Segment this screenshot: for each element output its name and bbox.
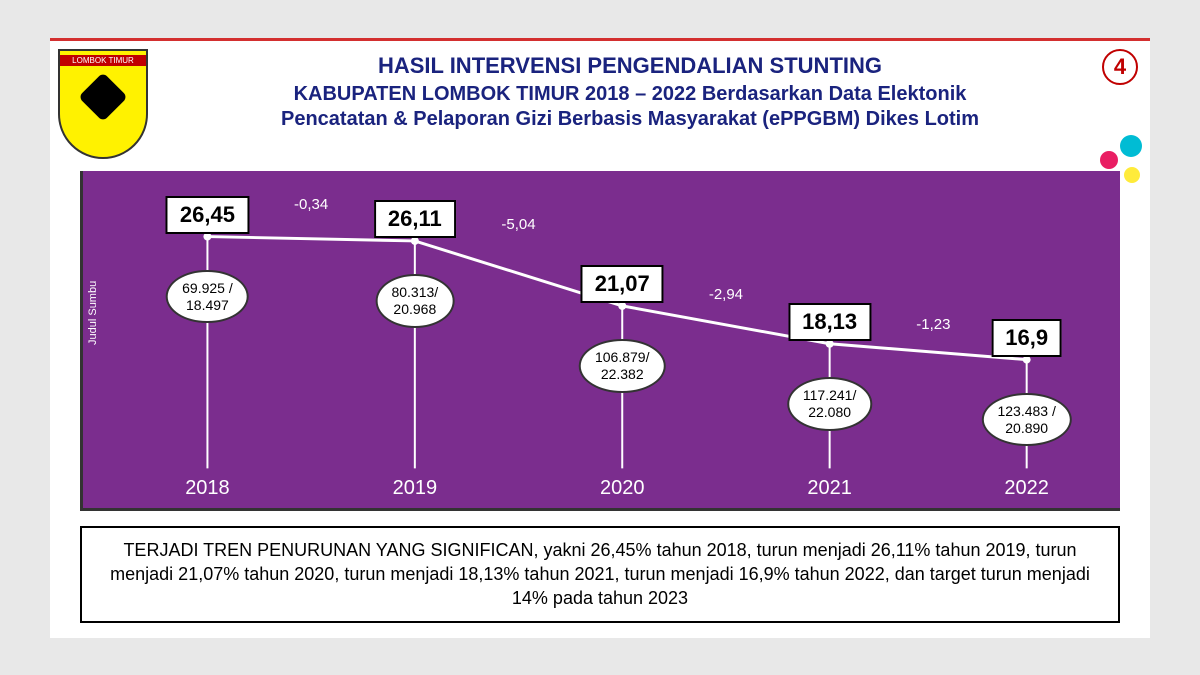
year-label: 2022 [1004, 477, 1049, 500]
title-line-1: HASIL INTERVENSI PENGENDALIAN STUNTING [170, 53, 1090, 79]
data-point-value: 26,11 [374, 200, 456, 238]
logo-emblem [78, 72, 128, 122]
data-point-ratio: 69.925 /18.497 [166, 270, 249, 324]
delta-label: -0,34 [294, 196, 328, 213]
delta-label: -1,23 [916, 316, 950, 333]
chart-area: Judul Sumbu -0,34-5,04-2,94-1,23 26,4569… [80, 171, 1120, 511]
title-line-3: Pencatatan & Pelaporan Gizi Berbasis Mas… [170, 108, 1090, 131]
page-number: 4 [1114, 54, 1126, 80]
value-box: 16,9 [991, 319, 1062, 357]
value-box: 26,11 [374, 200, 456, 238]
caption-text: TERJADI TREN PENURUNAN YANG SIGNIFICAN, … [110, 540, 1090, 609]
data-point-value: 26,45 [166, 196, 249, 234]
data-point-value: 21,07 [581, 265, 664, 303]
data-point-ratio: 106.879/22.382 [579, 339, 666, 393]
ratio-oval: 80.313/20.968 [375, 274, 454, 328]
x-axis-year: 2020 [600, 477, 645, 500]
year-label: 2019 [393, 477, 438, 500]
value-box: 18,13 [788, 303, 871, 341]
title-line-2: KABUPATEN LOMBOK TIMUR 2018 – 2022 Berda… [170, 83, 1090, 106]
slide: LOMBOK TIMUR 4 HASIL INTERVENSI PENGENDA… [50, 38, 1150, 638]
data-point-ratio: 80.313/20.968 [375, 274, 454, 328]
page-number-badge: 4 [1102, 49, 1138, 85]
year-label: 2018 [185, 477, 230, 500]
year-label: 2020 [600, 477, 645, 500]
x-axis-year: 2019 [393, 477, 438, 500]
x-axis-year: 2018 [185, 477, 230, 500]
delta-label: -5,04 [501, 216, 535, 233]
x-axis-year: 2021 [807, 477, 852, 500]
data-point-ratio: 117.241/22.080 [787, 377, 872, 431]
header: HASIL INTERVENSI PENGENDALIAN STUNTING K… [170, 53, 1090, 131]
ratio-oval: 69.925 /18.497 [166, 270, 249, 324]
logo-badge: LOMBOK TIMUR [58, 49, 148, 159]
data-point-value: 16,9 [991, 319, 1062, 357]
ratio-oval: 117.241/22.080 [787, 377, 872, 431]
caption-box: TERJADI TREN PENURUNAN YANG SIGNIFICAN, … [80, 526, 1120, 623]
x-axis-year: 2022 [1004, 477, 1049, 500]
year-label: 2021 [807, 477, 852, 500]
value-box: 26,45 [166, 196, 249, 234]
value-box: 21,07 [581, 265, 664, 303]
data-point-ratio: 123.483 /20.890 [981, 393, 1071, 447]
ratio-oval: 123.483 /20.890 [981, 393, 1071, 447]
logo-text: LOMBOK TIMUR [60, 55, 146, 66]
delta-label: -2,94 [709, 286, 743, 303]
ratio-oval: 106.879/22.382 [579, 339, 666, 393]
data-point-value: 18,13 [788, 303, 871, 341]
